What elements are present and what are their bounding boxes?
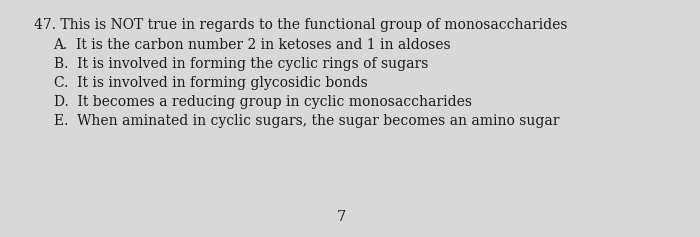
Text: 47. This is NOT true in regards to the functional group of monosaccharides: 47. This is NOT true in regards to the f… xyxy=(34,18,568,32)
Text: A.  It is the carbon number 2 in ketoses and 1 in aldoses: A. It is the carbon number 2 in ketoses … xyxy=(54,38,452,52)
Text: E.  When aminated in cyclic sugars, the sugar becomes an amino sugar: E. When aminated in cyclic sugars, the s… xyxy=(54,114,559,128)
Text: B.  It is involved in forming the cyclic rings of sugars: B. It is involved in forming the cyclic … xyxy=(54,57,428,71)
Text: 7: 7 xyxy=(336,210,346,224)
Text: D.  It becomes a reducing group in cyclic monosaccharides: D. It becomes a reducing group in cyclic… xyxy=(54,95,472,109)
Text: C.  It is involved in forming glycosidic bonds: C. It is involved in forming glycosidic … xyxy=(54,76,368,90)
